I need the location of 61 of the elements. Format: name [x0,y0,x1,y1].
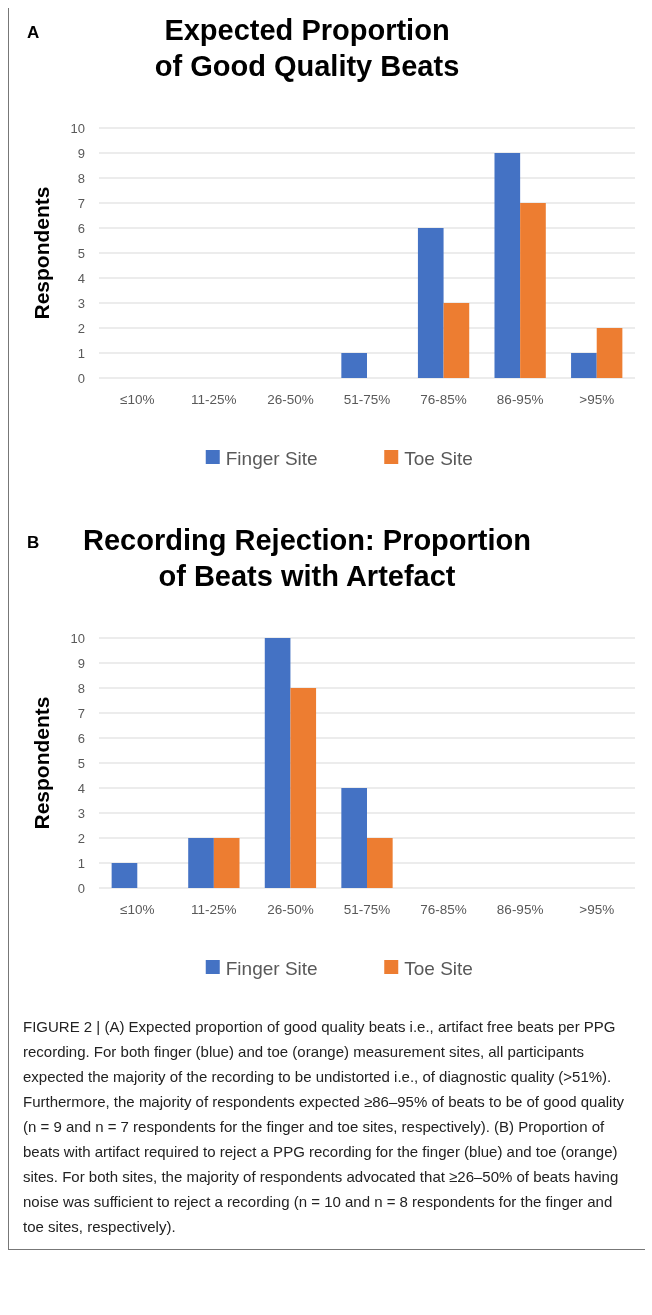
bar [111,863,138,888]
x-tick-label: 26-50% [267,392,314,407]
x-tick-label: 86-95% [496,392,544,407]
y-tick-label: 2 [77,320,85,336]
y-tick-label: 1 [77,345,85,361]
x-tick-label: 51-75% [343,392,391,407]
x-tick-label: ≤10% [120,392,155,407]
chart-title: Recording Rejection: Proportion of Beats with Artefact [83,524,531,592]
bar [264,638,291,888]
y-tick-label: 6 [77,730,85,746]
bar [188,838,214,888]
x-tick-label: >95% [579,392,615,407]
y-tick-label: 3 [77,805,85,821]
bar [571,353,597,378]
y-tick-label: 4 [77,270,85,286]
y-tick-label: 5 [77,245,85,261]
legend-label: Finger Site [225,447,318,469]
y-tick-label: 0 [77,370,85,386]
text: B [27,533,40,552]
bar [417,228,444,378]
x-tick-label: 76-85% [420,392,467,407]
y-tick-label: 7 [77,705,85,721]
y-axis-title: Respondents [30,696,53,830]
y-tick-label: 10 [70,120,85,136]
y-tick-label: 8 [77,170,85,186]
y-tick-label: 6 [77,220,85,236]
bar [213,838,240,888]
bar [341,788,367,888]
x-tick-label: 26-50% [267,902,314,917]
x-tick-label: 51-75% [343,902,391,917]
x-tick-label: ≤10% [120,902,155,917]
x-tick-label: 86-95% [496,902,544,917]
y-tick-label: 1 [77,855,85,871]
x-tick-label: >95% [579,902,615,917]
y-tick-label: 9 [77,655,85,671]
bar [596,328,623,378]
bar [290,688,317,888]
y-tick-label: 3 [77,295,85,311]
y-tick-label: 8 [77,680,85,696]
y-tick-label: 2 [77,830,85,846]
bar [494,153,521,378]
y-axis-title: Respondents [30,186,53,320]
legend-label: Toe Site [404,447,473,469]
y-tick-label: 9 [77,145,85,161]
x-tick-label: 11-25% [191,902,237,917]
bar [443,303,470,378]
y-tick-label: 7 [77,195,85,211]
bar [367,838,393,888]
legend-label: Toe Site [404,957,473,979]
bar [520,203,546,378]
x-tick-label: 76-85% [420,902,467,917]
y-tick-label: 10 [70,630,85,646]
text: FIGURE 2 | (A) Expected proportion of good quality beats i.e., artifact free beats per PPG recording. For both finger (blue) and toe (orange) measurement sites, all participants expected the majority of the recording to be undistorted i.e., of diagnostic quality (>51%). Furthermore, the majority of respondents expected ≥86–95% of beats to be of good quality (n = 9 and n = 7 respondents for the finger and toe sites, respectively). (B) Proportion of beats with artifact required to reject a PPG recording for the finger (blue) and toe (orange) sites. For both sites, the majority of respondents advocated that ≥26–50% of beats having noise was sufficient to reject a recording (n = 10 and n = 8 respondents for the finger and toe sites, respectively). [23,1018,625,1235]
y-tick-label: 5 [77,755,85,771]
legend-label: Finger Site [225,957,318,979]
x-tick-label: 11-25% [191,392,237,407]
chart-title: Expected Proportion of Good Quality Beats [154,14,460,82]
bar [341,353,367,378]
text: A [27,23,40,42]
y-tick-label: 0 [77,880,85,896]
y-tick-label: 4 [77,780,85,796]
